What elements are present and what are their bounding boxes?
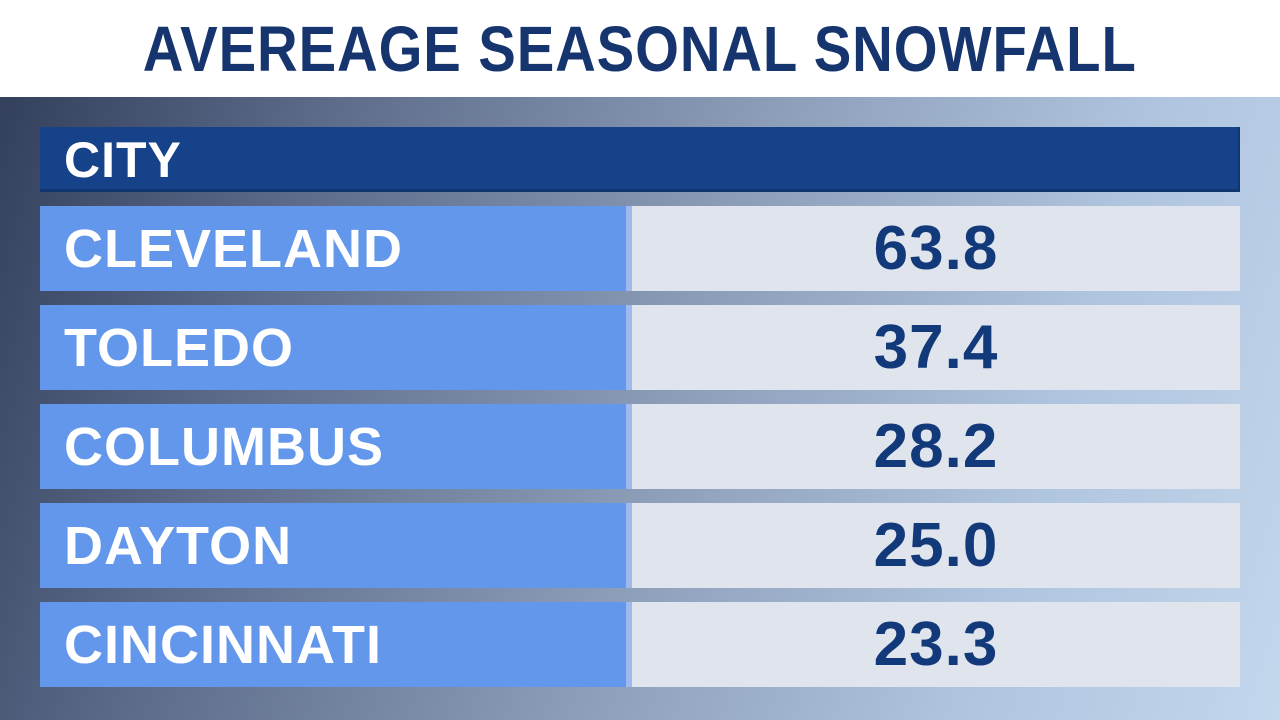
value-cell: 28.2 [632,404,1240,489]
value-cell: 37.4 [632,305,1240,390]
page-title: AVEREAGE SEASONAL SNOWFALL [143,12,1137,85]
table-row: DAYTON 25.0 [40,503,1240,588]
city-cell: DAYTON [40,503,632,588]
table-row: CLEVELAND 63.8 [40,206,1240,291]
city-cell: CINCINNATI [40,602,632,687]
table-row: TOLEDO 37.4 [40,305,1240,390]
city-cell: TOLEDO [40,305,632,390]
table-row: CINCINNATI 23.3 [40,602,1240,687]
value-cell: 25.0 [632,503,1240,588]
value-cell: 23.3 [632,602,1240,687]
city-column-header: CITY [64,131,182,188]
value-cell: 63.8 [632,206,1240,291]
table-row: COLUMBUS 28.2 [40,404,1240,489]
city-cell: CLEVELAND [40,206,632,291]
table-header-row: CITY [40,127,1240,192]
title-band: AVEREAGE SEASONAL SNOWFALL [0,0,1280,97]
city-cell: COLUMBUS [40,404,632,489]
snowfall-table: CITY CLEVELAND 63.8 TOLEDO 37.4 COLUMBUS… [40,127,1240,701]
